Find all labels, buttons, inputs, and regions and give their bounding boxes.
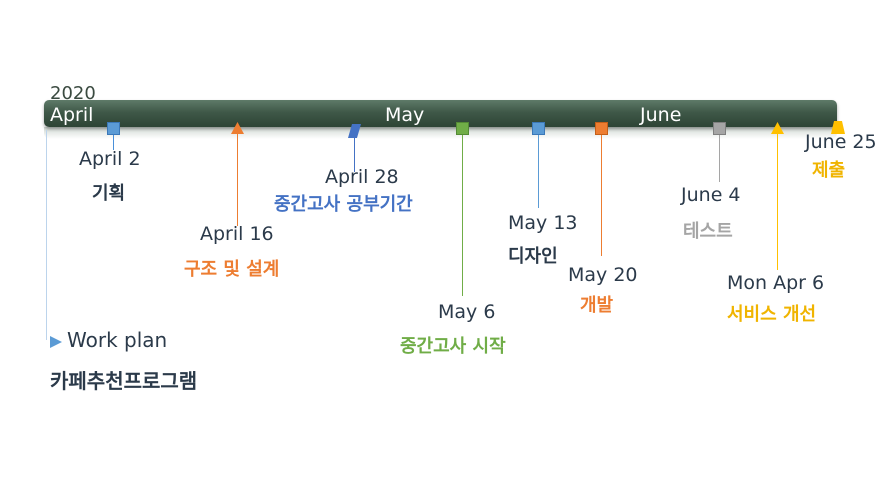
- milestone-date-study: April 28: [325, 166, 399, 188]
- milestone-date-uidesign: May 13: [508, 212, 578, 234]
- milestone-date-design: April 16: [200, 223, 274, 245]
- work-plan-line: [46, 130, 47, 340]
- milestone-marker-design: [231, 122, 244, 134]
- milestone-stem-improve: [777, 130, 778, 270]
- milestone-stem-uidesign: [538, 130, 539, 208]
- milestone-marker-plan: [107, 122, 120, 135]
- month-april: April: [50, 104, 94, 126]
- milestone-date-dev: May 20: [568, 264, 638, 286]
- milestone-marker-study: [348, 124, 361, 138]
- milestone-date-test: June 4: [681, 184, 741, 206]
- work-plan-label: Work plan: [67, 328, 168, 352]
- milestone-stem-dev: [601, 130, 602, 256]
- year-label: 2020: [50, 83, 96, 104]
- milestone-marker-improve: [771, 122, 784, 134]
- milestone-label-improve: 서비스 개선: [727, 304, 817, 325]
- milestone-label-dev: 개발: [580, 295, 614, 316]
- milestone-stem-exam: [462, 130, 463, 296]
- milestone-marker-dev: [595, 122, 608, 135]
- work-plan-arrow-icon: [50, 336, 62, 348]
- milestone-stem-plan: [113, 130, 114, 150]
- milestone-stem-design: [237, 130, 238, 226]
- milestone-label-exam: 중간고사 시작: [400, 336, 506, 357]
- milestone-marker-uidesign: [532, 122, 545, 135]
- milestone-label-test: 테스트: [683, 221, 733, 242]
- project-title: 카페추천프로그램: [50, 369, 198, 393]
- milestone-marker-test: [713, 122, 726, 135]
- milestone-label-design: 구조 및 설계: [184, 259, 280, 280]
- milestone-marker-exam: [456, 122, 469, 135]
- milestone-stem-test: [719, 130, 720, 182]
- milestone-stem-study: [354, 130, 355, 172]
- timeline-bar-reflection: [44, 127, 837, 139]
- milestone-label-uidesign: 디자인: [508, 246, 558, 267]
- milestone-date-submit: June 25: [805, 131, 877, 153]
- month-june: June: [640, 104, 682, 126]
- milestone-label-study: 중간고사 공부기간: [274, 194, 413, 215]
- timeline-bar: [44, 100, 837, 127]
- milestone-date-plan: April 2: [79, 148, 141, 170]
- milestone-date-improve: Mon Apr 6: [727, 272, 825, 294]
- milestone-label-submit: 제출: [812, 160, 846, 181]
- milestone-date-exam: May 6: [438, 301, 496, 323]
- month-may: May: [385, 104, 425, 126]
- milestone-marker-submit: [831, 121, 845, 134]
- milestone-label-plan: 기획: [92, 183, 126, 204]
